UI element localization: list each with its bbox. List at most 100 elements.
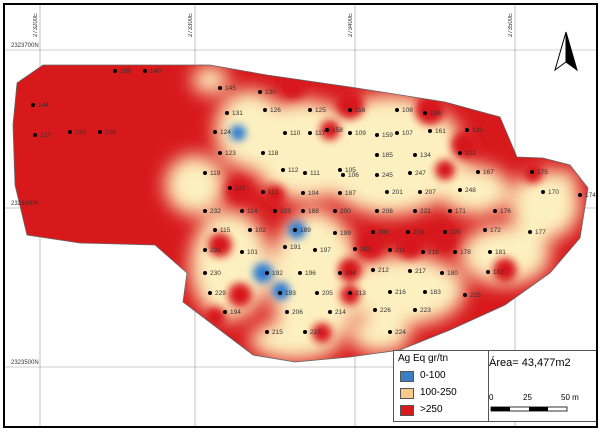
scale-bar-graphic [490, 406, 568, 412]
sample-point-dot [463, 293, 467, 297]
sample-point-dot [213, 228, 217, 232]
legend-swatch-mid [400, 388, 414, 399]
sample-point: 204 [338, 270, 356, 277]
sample-point-label: 199 [340, 230, 351, 237]
sample-point-dot [98, 130, 102, 134]
sample-point-dot [371, 230, 375, 234]
sample-point-label: 206 [292, 309, 303, 316]
sample-point-dot [273, 209, 277, 213]
sample-point-label: 205 [322, 290, 333, 297]
legend-label-low: 0-100 [420, 370, 446, 381]
sample-point: 218 [421, 249, 439, 256]
sample-point: 245 [375, 172, 393, 179]
sample-point: 167 [476, 169, 494, 176]
sample-point-label: 144 [38, 102, 49, 109]
sample-point-label: 181 [495, 249, 506, 256]
sample-point-dot [465, 128, 469, 132]
sample-point: 124 [213, 129, 231, 136]
heatmap-canvas: 188 140 145 130 125 116 108 138 144 131 126 117 109 1… [5, 5, 596, 426]
sample-point: 194 [223, 309, 241, 316]
sample-point-label: 113 [268, 189, 279, 196]
sample-point-label: 126 [270, 107, 281, 114]
sample-point: 125 [308, 107, 326, 114]
sample-point: 158 [325, 127, 343, 134]
legend-label-mid: 100-250 [420, 387, 457, 398]
legend-swatch-high [400, 405, 414, 416]
sample-point: 172 [483, 227, 501, 234]
sample-point: 105 [338, 167, 356, 174]
sample-point: 121 [228, 185, 246, 192]
sample-point: 213 [348, 290, 366, 297]
sample-point-label: 107 [402, 130, 413, 137]
sample-point-dot [375, 209, 379, 213]
sample-point: 115 [213, 227, 231, 234]
sample-point-dot [31, 103, 35, 107]
sample-point-dot [418, 190, 422, 194]
sample-point-label: 204 [345, 270, 356, 277]
sample-point: 199 [333, 230, 351, 237]
sample-point: 102 [248, 227, 266, 234]
sample-point-label: 176 [500, 208, 511, 215]
sample-point-dot [265, 330, 269, 334]
sample-point-dot [541, 190, 545, 194]
sample-point: 144 [31, 102, 49, 109]
sample-point-label: 245 [382, 172, 393, 179]
sample-point-dot [530, 170, 534, 174]
sample-point-label: 125 [315, 107, 326, 114]
sample-point-label: 247 [415, 170, 426, 177]
sample-point: 230 [203, 270, 221, 277]
sample-point-label: 208 [382, 208, 393, 215]
sample-point-dot [413, 308, 417, 312]
sample-point-label: 114 [247, 208, 258, 215]
sample-point: 216 [388, 289, 406, 296]
sample-point: 200 [333, 208, 351, 215]
sample-point: 130 [258, 89, 276, 96]
legend-label-high: >250 [420, 404, 443, 415]
sample-point-label: 209 [378, 229, 389, 236]
sample-point-dot [261, 190, 265, 194]
sample-point: 196 [298, 270, 316, 277]
sample-point: 104 [301, 190, 319, 197]
sample-point-label: 159 [382, 132, 393, 139]
sample-point-dot [413, 209, 417, 213]
sample-point-dot [348, 291, 352, 295]
sample-point-dot [483, 228, 487, 232]
sample-point-dot [353, 247, 357, 251]
sample-point-dot [578, 193, 582, 197]
sample-point: 217 [408, 268, 426, 275]
sample-point-dot [261, 151, 265, 155]
sample-point: 209 [371, 229, 389, 236]
sample-point-label: 226 [380, 307, 391, 314]
sample-point: 214 [328, 309, 346, 316]
sample-point-dot [265, 271, 269, 275]
sample-point-dot [423, 290, 427, 294]
sample-point-label: 196 [305, 270, 316, 277]
sample-point: 219 [406, 229, 424, 236]
sample-point-dot [203, 271, 207, 275]
sample-point: 183 [423, 289, 441, 296]
sample-point-label: 131 [232, 110, 243, 117]
legend-swatch-low [400, 371, 414, 382]
sample-point: 128 [98, 129, 116, 136]
sample-point-label: 214 [335, 309, 346, 316]
sample-point-label: 138 [430, 110, 441, 117]
sample-point-dot [338, 271, 342, 275]
coord-x-4: 273500E [508, 13, 514, 38]
sample-point-dot [395, 131, 399, 135]
area-label: Área= 43,477m2 [489, 357, 571, 369]
sample-point-label: 192 [272, 270, 283, 277]
coord-x-3: 273400E [348, 13, 354, 38]
sample-point-label: 248 [465, 187, 476, 194]
sample-point-dot [223, 310, 227, 314]
sample-point-label: 108 [402, 107, 413, 114]
sample-point-label: 167 [483, 169, 494, 176]
sample-point-label: 172 [490, 227, 501, 234]
sample-point-label: 188 [120, 68, 131, 75]
sample-point-dot [203, 209, 207, 213]
sample-point: 134 [413, 152, 431, 159]
sample-point-label: 227 [310, 329, 321, 336]
sample-point-label: 140 [150, 68, 161, 75]
coord-x-2: 273300E [188, 13, 194, 38]
sample-point-label: 116 [355, 107, 366, 114]
sample-point-dot [308, 108, 312, 112]
